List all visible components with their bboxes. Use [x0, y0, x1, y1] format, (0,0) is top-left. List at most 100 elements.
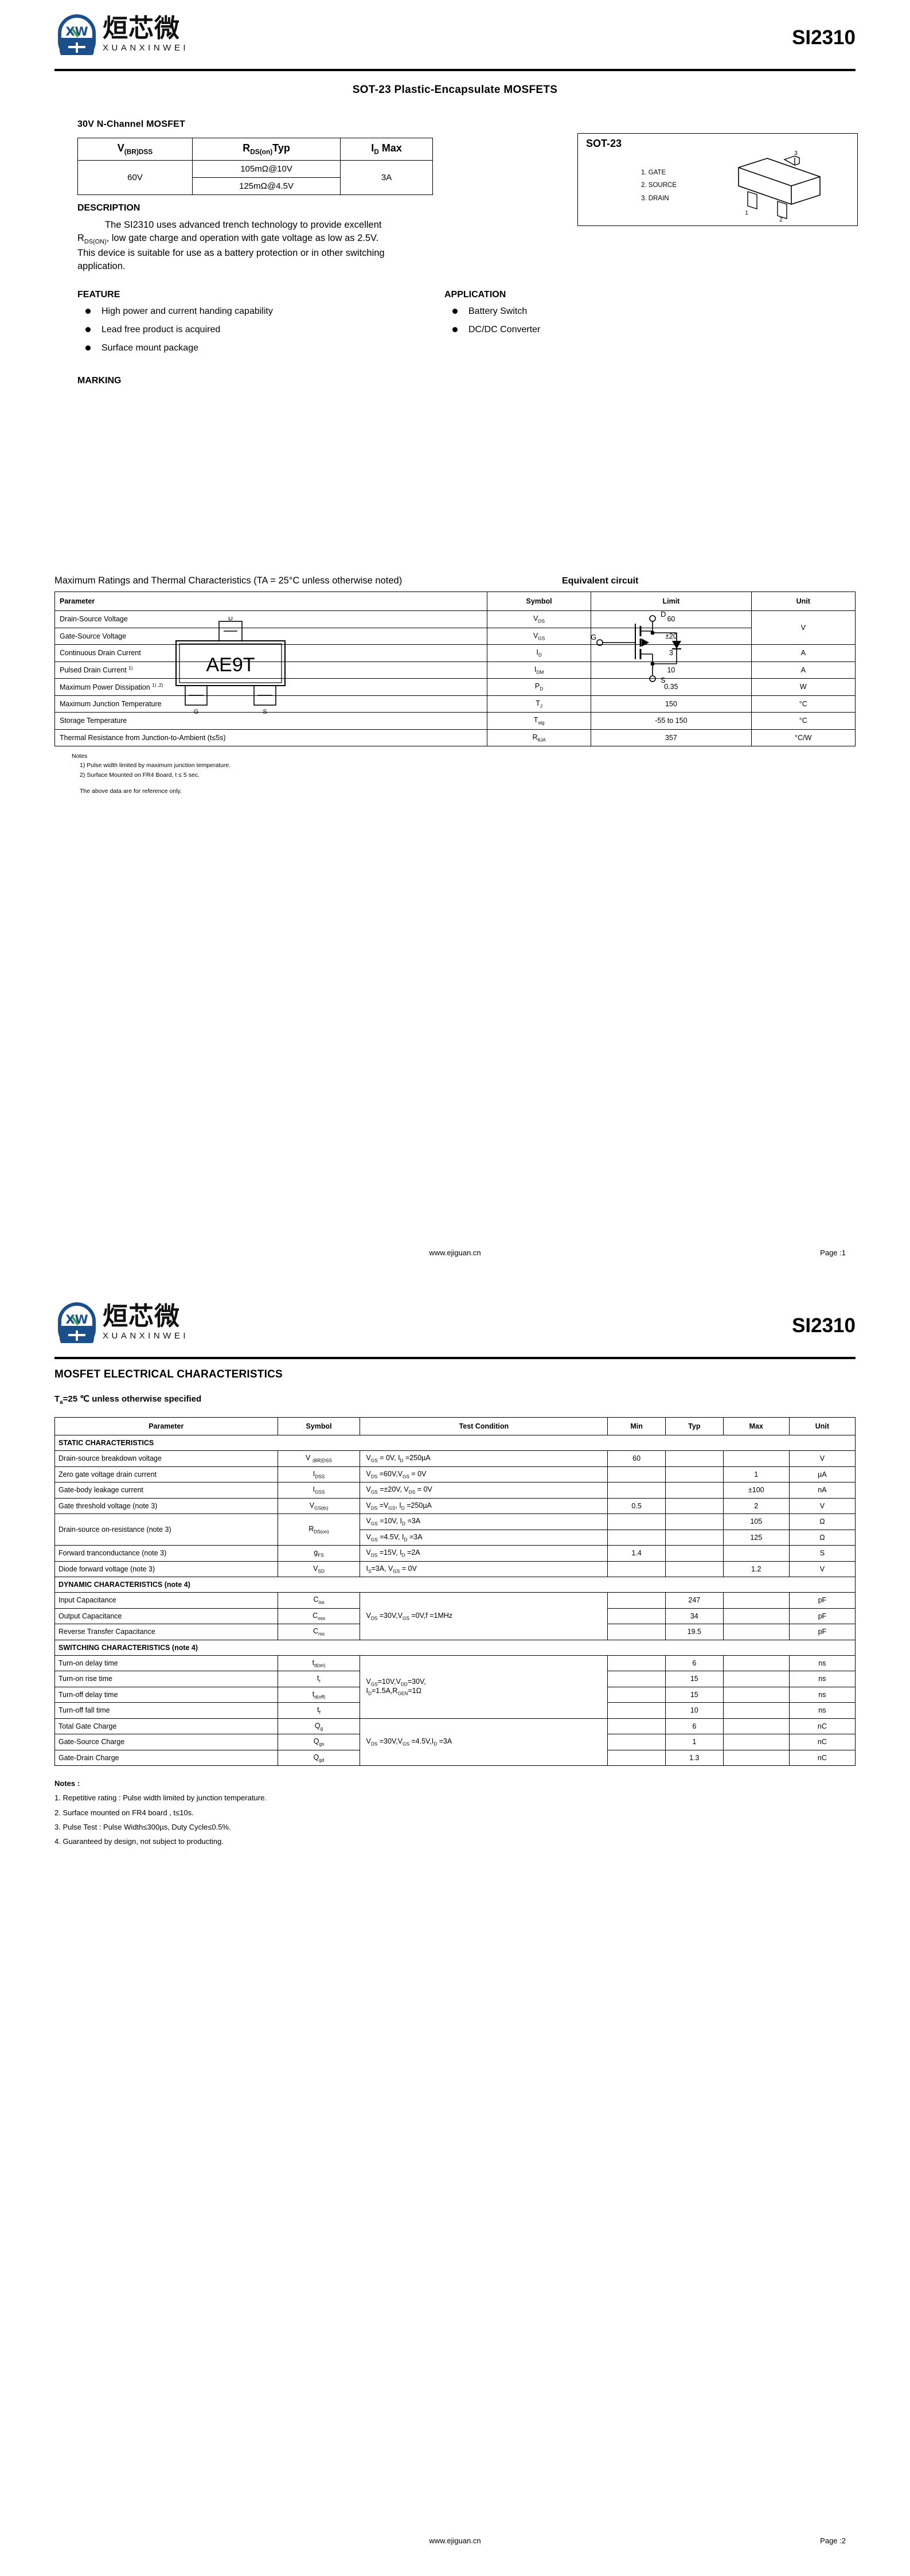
description-line-2: , low gate charge and operation with gat… — [106, 233, 379, 244]
header-rule — [54, 1357, 856, 1359]
package-outline-box — [577, 133, 858, 226]
table-row: Maximum Power Dissipation 1) ,2) PD 0.35… — [54, 678, 856, 696]
ec-max: ±100 — [722, 1482, 790, 1499]
ec-typ — [665, 1529, 724, 1546]
summary-header-idmax: ID Max — [340, 138, 433, 161]
ec-max: 1.2 — [722, 1561, 790, 1577]
table-row: Turn-off fall time tf 10 ns — [54, 1702, 856, 1719]
table-row: Pulsed Drain Current 1) IDM 10 A — [54, 661, 856, 679]
ec-unit: ns — [788, 1671, 856, 1687]
ratings-limit: 10 — [591, 661, 752, 679]
note-item: 3. Pulse Test : Pulse Width≤300µs, Duty … — [54, 1823, 231, 1832]
ec-unit: V — [788, 1561, 856, 1577]
ratings-symbol: VGS — [486, 627, 592, 645]
svg-text:S: S — [263, 709, 267, 715]
ec-typ — [665, 1561, 724, 1577]
ec-min — [607, 1624, 666, 1640]
ec-max: 125 — [722, 1529, 790, 1546]
ec-test-condition: VDS =60V,VGS = 0V — [360, 1466, 608, 1482]
summary-value-rds1: 105mΩ@10V — [192, 159, 341, 178]
ec-unit: ns — [788, 1655, 856, 1671]
ratings-symbol: TJ — [486, 695, 592, 713]
ec-symbol: Qg — [277, 1718, 361, 1734]
ec-param: Diode forward voltage (note 3) — [54, 1561, 278, 1577]
table-row: Gate-Source Voltage VGS ±20 — [54, 627, 856, 645]
bullet-icon — [452, 308, 458, 314]
ec-param: Reverse Transfer Capacitance — [54, 1624, 278, 1640]
ratings-limit: 357 — [591, 729, 752, 747]
ec-min — [607, 1655, 666, 1671]
table-row: Diode forward voltage (note 3) VSD IS=3A… — [54, 1561, 856, 1577]
summary-table-row: 60V 105mΩ@10V 3A — [77, 159, 433, 195]
logo-cn-name: 烜芯微 — [103, 13, 180, 43]
ec-symbol: tf — [277, 1702, 361, 1719]
summary-header-rdson: RDS(on)Typ — [192, 138, 341, 161]
ec-min: 0.5 — [607, 1497, 666, 1514]
description-heading: DESCRIPTION — [77, 203, 140, 213]
ec-typ: 10 — [665, 1702, 724, 1719]
pin-item: 3. DRAIN — [641, 194, 669, 202]
ec-typ: 1 — [665, 1734, 724, 1750]
list-item: Lead free product is acquired — [77, 324, 444, 335]
ec-unit: Ω — [788, 1529, 856, 1546]
ec-symbol: Qgd — [277, 1749, 361, 1766]
ratings-symbol: IDM — [486, 661, 592, 679]
ec-symbol: Crss — [277, 1624, 361, 1640]
logo-text: 烜芯微 XUANXINWEI — [103, 13, 189, 52]
ec-header-symbol: Symbol — [277, 1417, 361, 1435]
ratings-symbol: VDS — [486, 610, 592, 628]
ratings-param: Continuous Drain Current — [54, 644, 487, 662]
page-2-header: XW 烜芯微 XUANXINWEI SI2310 — [54, 1288, 856, 1357]
ec-max — [722, 1734, 790, 1750]
ec-unit: pF — [788, 1608, 856, 1624]
ec-unit: Ω — [788, 1513, 856, 1530]
ec-param: Input Capacitance — [54, 1592, 278, 1609]
ec-test-condition: VGS =10V, ID =3A — [360, 1513, 608, 1530]
pin-item: 1. GATE — [641, 169, 666, 176]
ratings-limit: 3 — [591, 644, 752, 662]
application-item-label: DC/DC Converter — [468, 324, 541, 334]
bullet-icon — [85, 308, 91, 314]
ec-header-unit: Unit — [788, 1417, 856, 1435]
ec-typ — [665, 1450, 724, 1467]
ratings-param: Drain-Source Voltage — [54, 610, 487, 628]
description-line-4: application. — [77, 261, 126, 272]
table-row: Storage Temperature Tstg -55 to 150 °C — [54, 712, 856, 730]
note-item: 2) Surface Mounted on FR4 Board, t ≤ 5 s… — [80, 771, 200, 779]
svg-text:G: G — [194, 709, 199, 715]
ec-symbol: td(on) — [277, 1655, 361, 1671]
svg-text:D: D — [661, 611, 666, 618]
ec-min — [607, 1608, 666, 1624]
pin-item: 2. SOURCE — [641, 182, 677, 189]
ratings-param: Thermal Resistance from Junction-to-Ambi… — [54, 729, 487, 747]
ec-test-condition: VGS =4.5V, ID =3A — [360, 1529, 608, 1546]
logo-en-name: XUANXINWEI — [103, 1330, 189, 1341]
table-row: Gate-Source Charge Qgs 1 nC — [54, 1734, 856, 1750]
pin-list: 1. GATE 2. SOURCE 3. DRAIN — [641, 166, 677, 205]
ec-typ — [665, 1513, 724, 1530]
feature-heading: FEATURE — [77, 289, 120, 299]
page-2-footer: www.ejiguan.cn Page :2 — [0, 2536, 910, 2545]
ec-test-condition: VDS =15V, ID =2A — [360, 1545, 608, 1562]
ec-min: 60 — [607, 1450, 666, 1467]
table-row: Forward tranconductance (note 3) gFS VDS… — [54, 1545, 856, 1562]
group-row: DYNAMIC CHARACTERISTICS (note 4) — [54, 1577, 856, 1593]
feature-item-label: High power and current handing capabilit… — [101, 306, 273, 316]
page2-notes: Notes : 1. Repetitive rating : Pulse wid… — [54, 1776, 856, 1849]
ec-symbol: Coss — [277, 1608, 361, 1624]
ec-unit: S — [788, 1545, 856, 1562]
ta-condition-note: Ta=25 ℃ unless otherwise specified — [54, 1394, 202, 1406]
package-3d-drawing: 3 1 2 — [728, 150, 837, 225]
ec-min — [607, 1671, 666, 1687]
company-logo: XW 烜芯微 XUANXINWEI — [54, 13, 189, 55]
summary-value-rds2: 125mΩ@4.5V — [192, 177, 341, 195]
ta-condition-text: =25 ℃ unless otherwise specified — [63, 1394, 202, 1404]
svg-text:G: G — [591, 633, 596, 641]
ratings-unit: °C — [751, 712, 856, 730]
ec-max — [722, 1671, 790, 1687]
ec-min — [607, 1466, 666, 1482]
table-row: Zero gate voltage drain current IDSS VDS… — [54, 1466, 856, 1482]
marking-heading: MARKING — [77, 376, 122, 386]
list-item: Surface mount package — [77, 343, 444, 353]
table-row: Turn-on rise time tr 15 ns — [54, 1671, 856, 1687]
